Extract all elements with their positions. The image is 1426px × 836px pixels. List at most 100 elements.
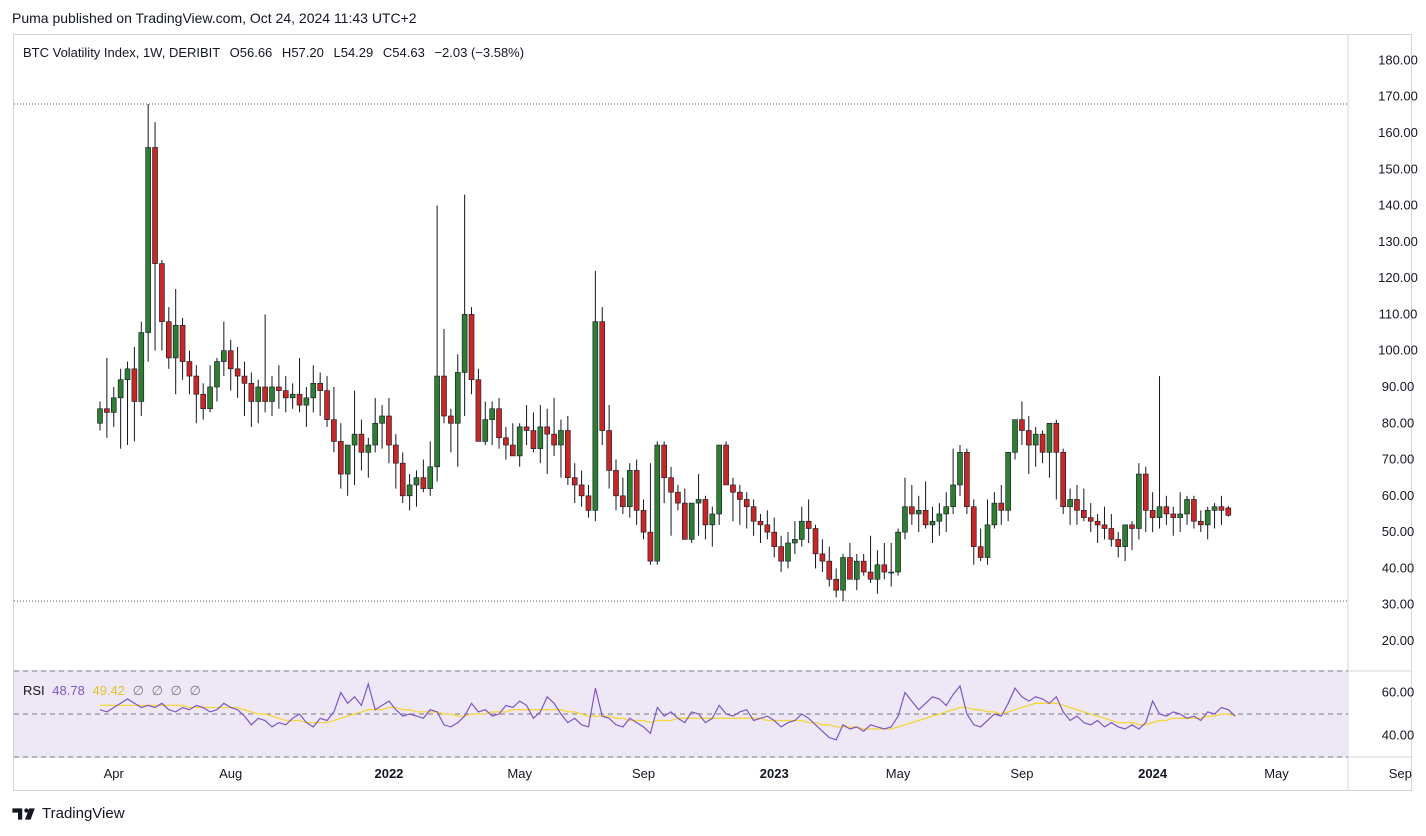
candle-body (695, 499, 702, 504)
candle (434, 205, 440, 482)
candle (661, 441, 667, 504)
candle (296, 357, 303, 413)
candle (695, 474, 702, 536)
candle-body (571, 477, 578, 486)
candle (860, 553, 867, 576)
publisher-line: Puma published on TradingView.com, Oct 2… (12, 10, 417, 26)
candle (654, 441, 661, 565)
candle-body (344, 444, 351, 475)
candle (1211, 503, 1218, 529)
candle-body (709, 513, 716, 526)
candle (613, 459, 619, 511)
candle-body (172, 324, 179, 359)
price-tick-label: 70.00 (1382, 452, 1415, 467)
candle (1005, 451, 1011, 522)
candle-body (1129, 524, 1135, 529)
candle (964, 448, 970, 514)
candle (1108, 513, 1115, 547)
candle (792, 521, 798, 554)
candle (798, 506, 805, 547)
candle-body (296, 393, 303, 406)
candle-body (874, 564, 881, 580)
candle (406, 474, 413, 511)
candle-body (1170, 513, 1177, 518)
high-value: 57.20 (291, 45, 324, 60)
candle-body (922, 510, 929, 526)
candle (1225, 505, 1232, 517)
low-value: 54.29 (340, 45, 374, 60)
candle-body (681, 502, 688, 540)
candle-body (186, 361, 193, 377)
candle (351, 390, 358, 485)
candle-body (771, 531, 778, 547)
candle-body (716, 444, 723, 515)
candle-body (964, 451, 970, 508)
candle (454, 354, 461, 467)
candle (117, 368, 124, 449)
candle-body (840, 557, 846, 591)
candle (207, 365, 213, 413)
candle (709, 506, 716, 547)
candle (1060, 448, 1066, 514)
time-tick-label: Apr (104, 766, 125, 781)
candle-body (915, 510, 922, 515)
candle-body (867, 571, 874, 580)
candle-body (310, 383, 317, 399)
close-value: 54.63 (392, 45, 425, 60)
candle-body (358, 433, 365, 453)
candle (1039, 430, 1046, 464)
candle-body (1142, 473, 1149, 511)
candle-body (723, 444, 729, 486)
candle-body (998, 502, 1005, 511)
candle (503, 426, 509, 460)
rsi-label[interactable]: RSI (23, 683, 45, 698)
candle (468, 307, 475, 395)
candle-body (331, 419, 337, 442)
candle-body (110, 397, 117, 413)
time-tick-label: Aug (219, 766, 242, 781)
time-tick-label: Sep (1389, 766, 1412, 781)
candle-body (496, 408, 502, 439)
candle-body (812, 528, 819, 555)
candle (110, 386, 117, 427)
rsi-tick-label: 60.00 (1382, 685, 1415, 700)
candle (922, 481, 929, 529)
candle-body (929, 520, 936, 526)
price-tick-label: 20.00 (1382, 633, 1415, 648)
candle-body (957, 451, 963, 486)
candle (234, 347, 241, 398)
candle-body (599, 321, 606, 431)
candle-body (234, 368, 241, 377)
candle-body (737, 491, 743, 500)
symbol-name[interactable]: BTC Volatility Index, 1W, DERIBIT (23, 45, 220, 60)
candle (145, 103, 151, 362)
candle-body (413, 477, 420, 486)
candle-body (152, 147, 158, 264)
candle (1053, 419, 1060, 500)
candle-body (1218, 506, 1225, 511)
candle (1122, 524, 1128, 562)
candle-body (207, 386, 213, 410)
candle (441, 328, 447, 424)
price-tick-label: 50.00 (1382, 524, 1415, 539)
candle (1156, 376, 1163, 529)
candle (386, 397, 392, 464)
candle-body (675, 491, 681, 504)
candle-body (448, 415, 454, 424)
candle (702, 495, 709, 540)
candle-body (269, 386, 275, 402)
candle-body (393, 444, 399, 464)
candle (475, 368, 482, 442)
candle-body (461, 314, 468, 373)
candle (991, 492, 998, 529)
candle (620, 477, 626, 514)
candle (399, 452, 406, 504)
candle-body (991, 502, 998, 526)
candle (448, 408, 454, 453)
candle-body (764, 524, 771, 533)
candle (737, 484, 743, 525)
candle-body (936, 513, 943, 522)
candle (241, 361, 248, 416)
footer-brand[interactable]: TradingView (12, 805, 125, 822)
